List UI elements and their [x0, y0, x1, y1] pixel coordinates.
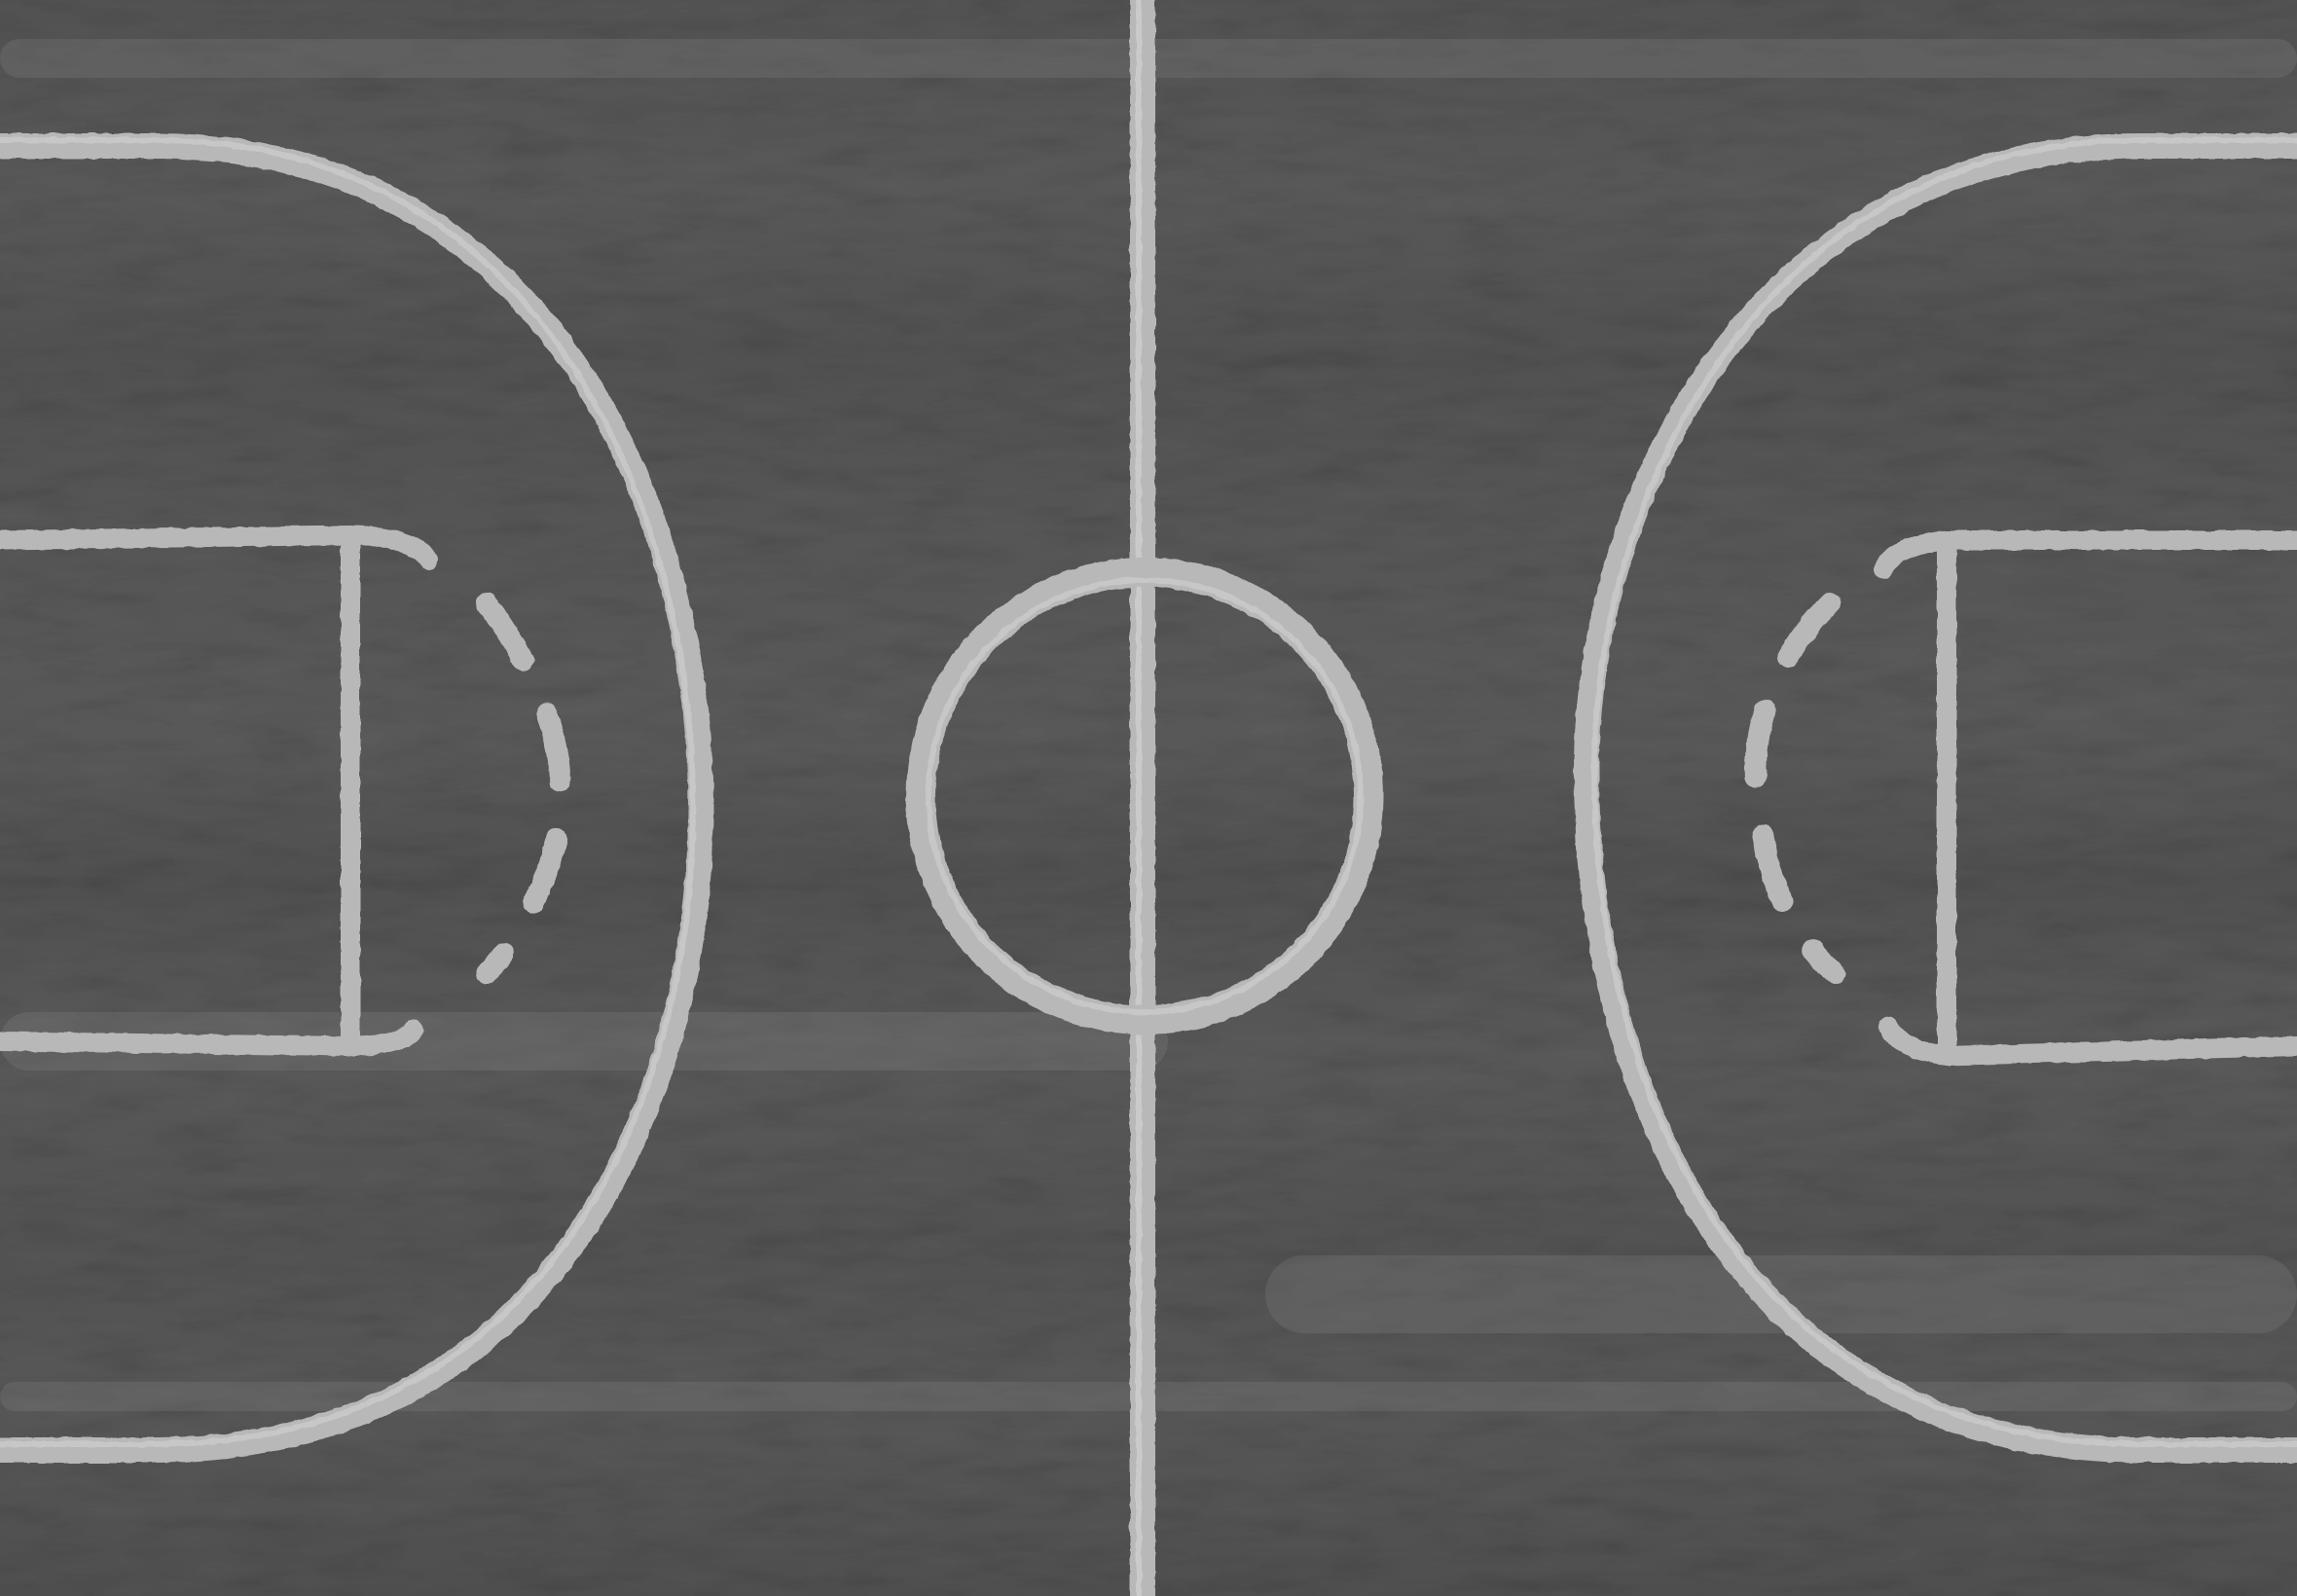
key-left [0, 526, 438, 1056]
center-circle [906, 558, 1383, 1034]
free-throw-dashed-arc-right [1744, 593, 1845, 984]
key-right [1874, 530, 2297, 1066]
free-throw-dashed-arc-left [476, 593, 572, 984]
